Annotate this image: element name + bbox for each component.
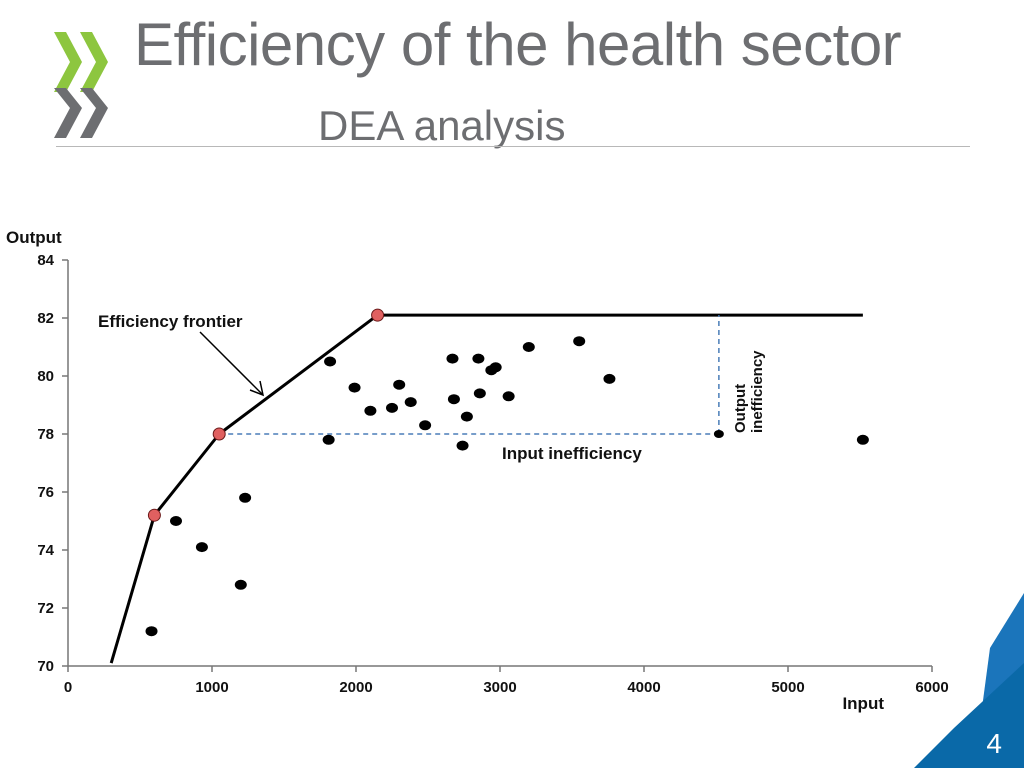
x-tick-label: 4000: [627, 679, 660, 696]
frontier-point: [371, 308, 385, 322]
x-tick-label: 1000: [195, 679, 228, 696]
y-tick-label: 74: [37, 542, 54, 559]
data-point: [489, 362, 502, 373]
y-tick-label: 84: [37, 252, 54, 269]
y-tick-label: 76: [37, 484, 54, 501]
logo-chevron-grey-2: [80, 88, 108, 138]
y-axis-label: Output: [6, 228, 62, 247]
x-tick-label: 0: [64, 679, 72, 696]
data-point: [404, 397, 417, 408]
title-divider: [56, 146, 970, 147]
x-tick-label: 3000: [483, 679, 516, 696]
data-point: [603, 373, 616, 384]
y-tick-label: 72: [37, 600, 54, 617]
data-point: [386, 402, 398, 413]
data-point: [460, 411, 473, 422]
data-point: [522, 342, 535, 352]
y-tick-label: 82: [37, 310, 54, 327]
data-point: [348, 382, 361, 393]
chart-axes: 0 1000 2000 3000 4000 5000 6000 70 72 74 76 78 80 82 8…: [6, 228, 949, 713]
slide-subtitle: DEA analysis: [318, 102, 566, 149]
data-point: [364, 405, 377, 416]
logo-chevron-grey-1: [54, 88, 82, 138]
dea-scatter-chart: 0 1000 2000 3000 4000 5000 6000 70 72 74 76 78 80 82 8…: [6, 228, 949, 713]
data-point: [419, 420, 432, 431]
y-tick-label: 78: [37, 426, 54, 443]
data-point: [145, 626, 158, 637]
frontier-point: [147, 508, 161, 522]
x-tick-label: 6000: [915, 679, 948, 696]
data-point: [446, 353, 459, 364]
data-point: [239, 492, 252, 503]
data-point: [456, 440, 469, 451]
frontier-arrow-head: [249, 380, 265, 397]
data-point: [195, 542, 208, 553]
points-layer: [145, 308, 869, 637]
output-inefficiency-label-line2: inefficiency: [749, 350, 766, 433]
x-tick-label: 2000: [339, 679, 372, 696]
corner-dark-blue: [914, 663, 1024, 768]
data-point: [393, 379, 406, 390]
y-tick-label: 70: [37, 658, 54, 675]
data-point: [234, 579, 247, 590]
corner-decoration: [914, 593, 1024, 768]
logo-chevron-green-1: [54, 32, 82, 92]
data-point: [324, 356, 337, 367]
x-axis-label: Input: [842, 694, 884, 713]
frontier-point: [212, 427, 226, 441]
oecd-logo: [54, 32, 108, 138]
frontier-label: Efficiency frontier: [98, 312, 243, 331]
x-tick-label: 5000: [771, 679, 804, 696]
data-point: [472, 353, 485, 364]
frontier-arrow-shaft: [199, 331, 263, 395]
output-inefficiency-label-line1: Output: [732, 384, 749, 433]
labels-layer: Efficiency frontier Input inefficiency Out…: [98, 312, 766, 463]
data-point: [502, 391, 515, 402]
input-inefficiency-label: Input inefficiency: [502, 444, 642, 463]
output-inefficiency-group: Output inefficiency: [732, 350, 766, 433]
data-point: [447, 394, 460, 405]
page-number: 4: [986, 728, 1002, 759]
slide-title: Efficiency of the health sector: [134, 11, 902, 78]
data-point: [856, 434, 869, 445]
inefficient-point: [713, 430, 724, 438]
data-point: [473, 388, 486, 399]
data-point: [573, 336, 586, 347]
y-tick-label: 80: [37, 368, 54, 385]
data-point: [322, 434, 335, 445]
data-point: [170, 516, 182, 526]
logo-chevron-green-2: [80, 32, 108, 92]
